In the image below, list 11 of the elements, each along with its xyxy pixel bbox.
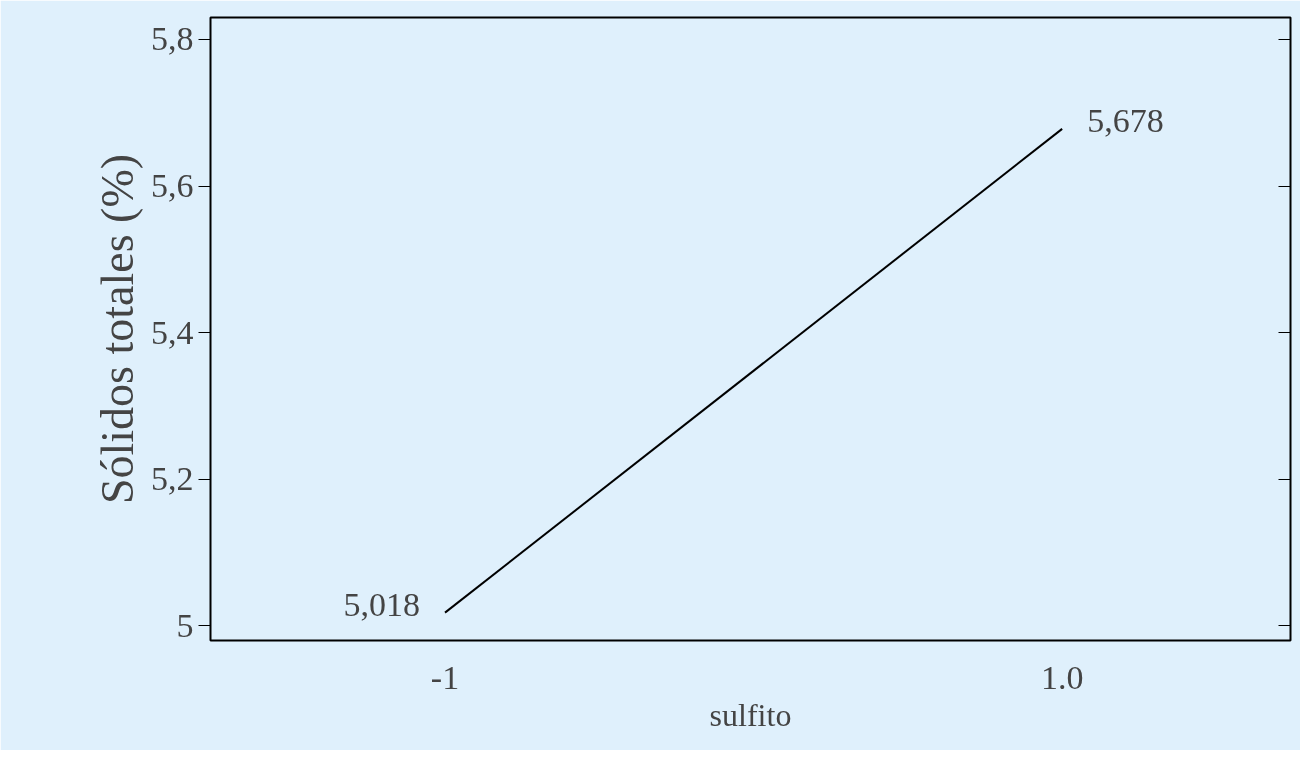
annotation: 5,678 xyxy=(1087,101,1164,139)
y-tick-label: 5,4 xyxy=(151,313,194,351)
y-tick-label: 5,6 xyxy=(151,167,194,205)
x-tick-label: 1.0 xyxy=(1040,658,1084,696)
x-axis-title: sulfito xyxy=(709,696,792,733)
x-tick-label: -1 xyxy=(430,658,460,696)
y-axis-title: Sólidos totales (%) xyxy=(92,153,143,505)
annotation: 5,018 xyxy=(343,585,421,623)
y-tick-label: 5 xyxy=(176,606,194,644)
y-tick-label: 5,8 xyxy=(151,20,194,58)
y-tick-label: 5,2 xyxy=(151,460,194,498)
